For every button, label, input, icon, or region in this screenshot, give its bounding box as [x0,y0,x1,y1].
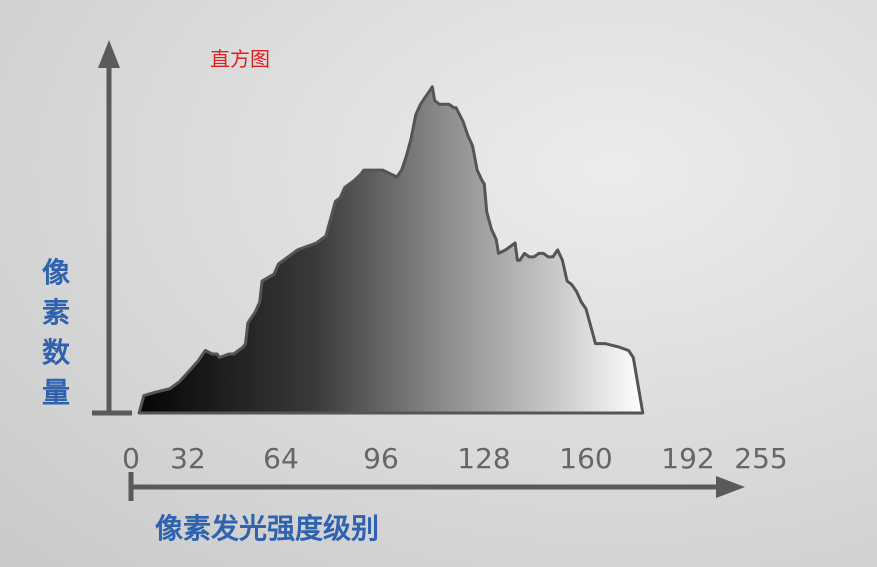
x-tick-label: 32 [170,442,206,475]
x-tick-label: 255 [734,442,787,475]
x-tick-label: 96 [363,442,399,475]
x-axis-label: 像素发光强度级别 [155,512,379,545]
x-tick-label: 64 [263,442,299,475]
x-tick-label: 192 [661,442,714,475]
histogram-area [137,85,645,415]
y-axis-label: 像素数量 [42,256,71,409]
x-tick-labels: 0 32 64 96 128 160 192 255 [122,442,788,475]
x-tick-label: 0 [122,442,140,475]
chart-title: 直方图 [210,47,270,71]
x-tick-label: 160 [559,442,612,475]
y-axis-arrow-icon [98,40,120,68]
x-axis-arrow-icon [716,476,745,498]
x-tick-label: 128 [457,442,510,475]
